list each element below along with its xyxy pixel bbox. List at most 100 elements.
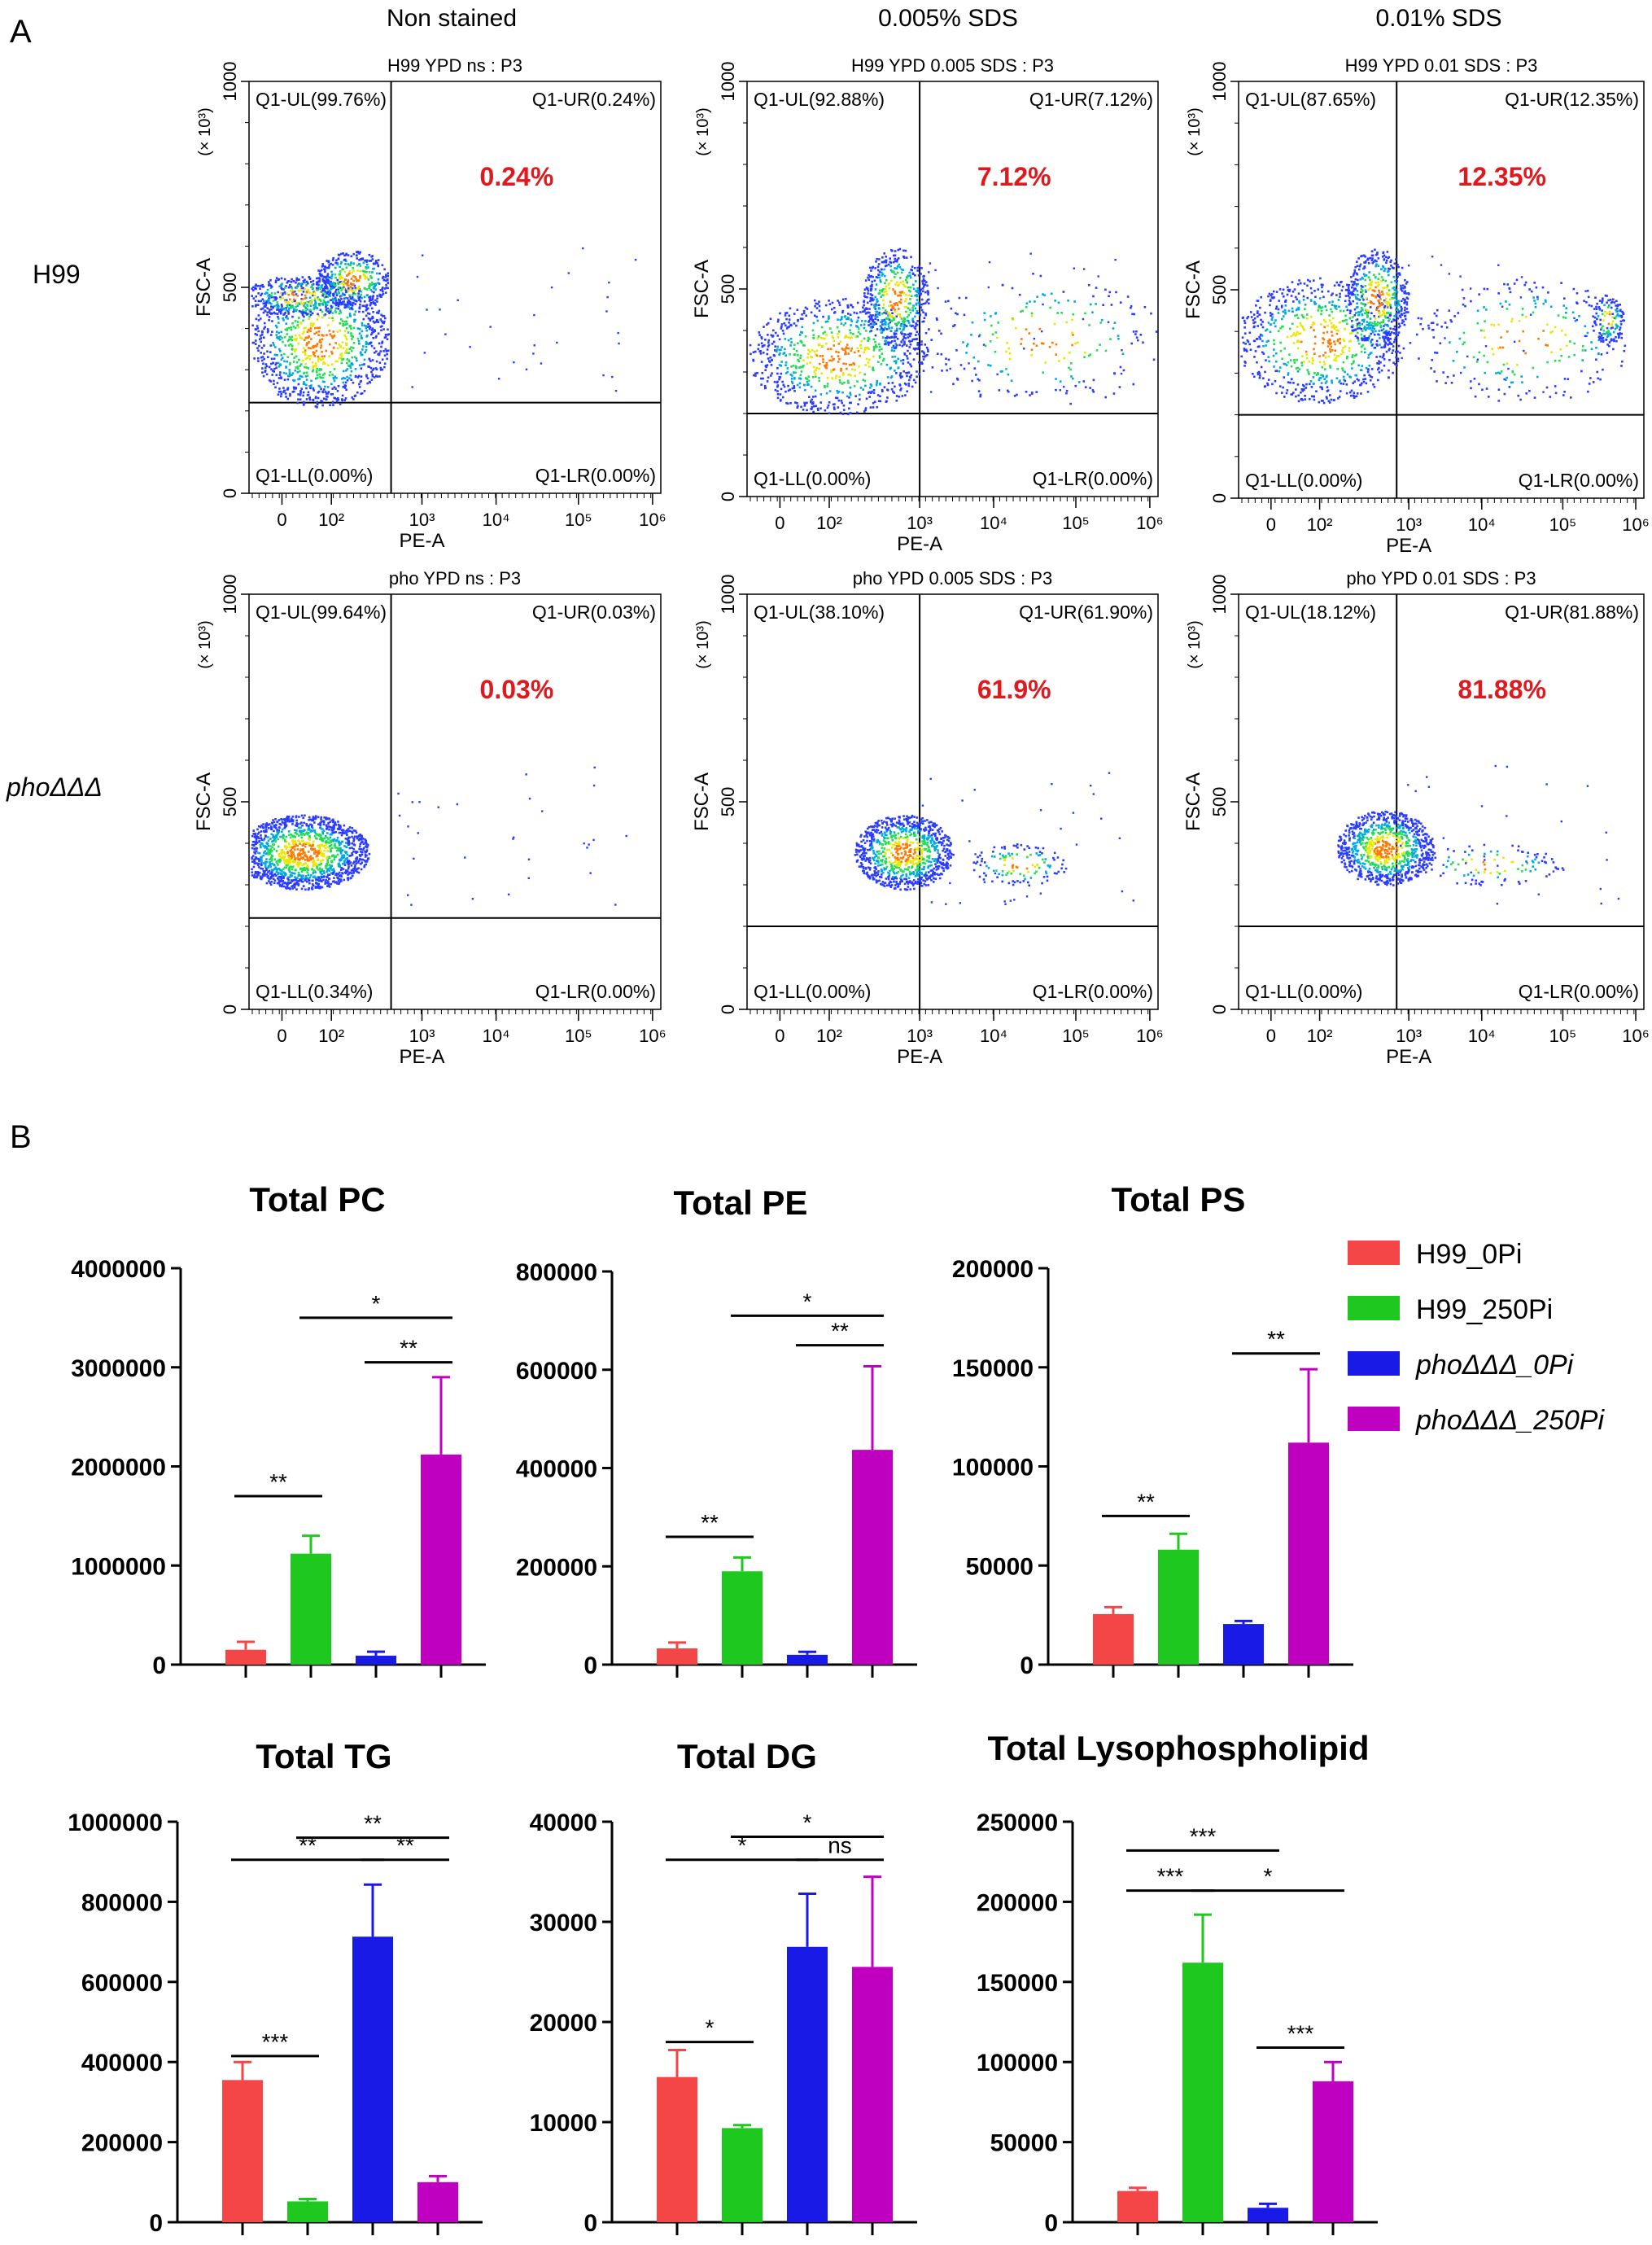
cell-event [314,362,317,365]
cell-event [1362,378,1365,381]
cell-event [763,384,767,387]
cell-event [279,350,282,352]
cell-event [1385,261,1388,265]
cell-event [1291,322,1294,326]
cell-event [268,281,270,283]
cell-event [273,379,275,383]
cell-event [807,375,811,379]
cell-event [1301,315,1305,318]
cell-event [893,302,896,305]
cell-event [977,390,981,392]
cell-event [893,360,896,363]
cell-event [787,389,790,392]
cell-event [1359,311,1361,313]
cell-event [898,344,901,347]
cell-event [321,355,324,358]
cell-event [1329,350,1332,353]
cell-event [922,275,924,278]
cell-event [282,340,284,344]
cell-event [885,259,888,262]
cell-event [1476,322,1479,325]
cell-event [837,343,841,345]
cell-event [1135,336,1138,339]
cell-event [356,376,360,379]
cell-event [780,323,784,326]
cell-event [273,296,276,299]
cell-event [1296,347,1300,350]
cell-event [1069,368,1072,371]
cell-event [336,263,339,266]
cell-event [1436,309,1439,312]
cell-event [918,303,921,306]
cell-event [1596,370,1599,374]
cell-event [358,290,361,292]
cell-event [1391,297,1394,300]
cell-event [348,270,351,273]
cell-event [311,312,314,315]
cell-event [889,321,892,324]
cell-event [1563,297,1566,300]
cell-event [834,396,837,400]
cell-event [361,330,364,333]
cell-event [346,358,349,361]
cell-event [302,279,305,282]
cell-event [1259,338,1261,340]
cell-event [1121,352,1125,356]
cell-event [977,360,980,363]
cell-event [365,343,368,346]
cell-event [1609,299,1612,301]
cell-event [351,396,354,399]
cell-event [1355,272,1358,275]
cell-event [841,309,845,313]
cell-event [1536,298,1539,300]
cell-event [1388,267,1390,270]
cell-event [304,362,307,365]
cell-event [872,369,875,372]
cell-scatter [1240,248,1627,405]
cell-event [1278,370,1281,373]
cell-event [343,287,346,291]
cell-event [1068,366,1070,370]
cell-event [302,291,305,293]
cell-event [354,292,357,295]
cell-event [1572,287,1576,291]
cell-event [349,366,352,369]
cell-event [1578,314,1580,317]
cell-event [1325,309,1328,312]
cell-event [1290,393,1292,396]
cell-event [1329,365,1331,367]
cell-event [304,365,306,369]
cell-event [1399,325,1401,327]
cell-event [844,350,847,353]
cell-event [1057,301,1060,304]
cell-event [339,265,341,269]
cell-event [875,260,877,263]
cell-event [1500,336,1502,339]
cell-event [978,335,981,338]
cell-event [1374,321,1376,323]
cell-event [325,398,328,400]
y-tick-label: 1000 [718,62,738,102]
cell-event [1584,290,1587,292]
cell-event [1377,306,1379,309]
cell-event [1386,284,1389,287]
cell-event [1606,330,1609,334]
cell-event [902,269,904,271]
cell-event [1503,378,1506,381]
cell-event [295,337,298,340]
cell-event [296,401,299,405]
cell-event [934,269,937,272]
cell-event [297,378,299,381]
cell-event [1369,256,1372,260]
cell-event [876,382,878,384]
cell-event [870,330,873,332]
cell-event [977,378,980,381]
flow-plot-title: H99 YPD ns : P3 [387,55,522,76]
cell-event [312,387,315,390]
cell-event [784,390,787,393]
cell-event [1084,386,1087,388]
cell-event [295,366,297,369]
cell-event [1389,343,1392,345]
cell-event [788,326,790,328]
cell-event [1095,303,1097,305]
